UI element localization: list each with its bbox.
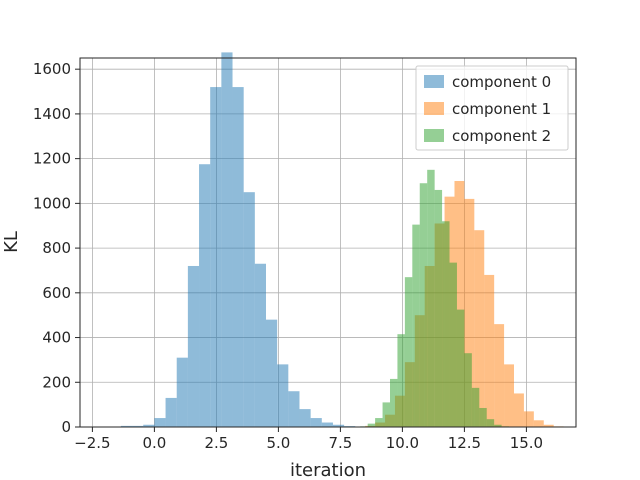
y-tick-label: 800 [42,239,71,257]
x-tick-label: 2.5 [204,434,228,452]
histogram-bar [321,422,333,427]
histogram-bar [176,357,188,427]
x-tick-label: 7.5 [328,434,352,452]
grid-lines [80,58,576,428]
histogram-bar [232,87,244,427]
histogram-bar [310,418,322,427]
histogram-bar [543,424,554,427]
histogram-bar [404,277,413,427]
histogram-bar [143,424,155,427]
histogram-bar [454,181,465,427]
histogram-bar [254,263,266,427]
histogram-bar [442,221,450,427]
histogram-bar [474,230,485,427]
x-tick-label: 0.0 [142,434,166,452]
x-axis-label: iteration [290,460,366,480]
histogram-bar [397,334,405,427]
histogram-bar [486,419,495,427]
y-tick-label: 1400 [33,105,71,123]
histogram-bar [464,198,475,427]
histogram-bar [382,402,390,427]
histogram-bars [109,52,564,428]
histogram-bar [434,189,443,427]
histogram-bar [412,224,420,427]
histogram-bar [479,407,487,427]
histogram-bar [288,391,300,427]
legend-swatch [424,75,444,88]
legend-label: component 2 [452,127,551,145]
legend-swatch [424,102,444,115]
histogram-bar [299,409,311,427]
histogram-bar [484,274,495,427]
histogram-bar [165,397,177,427]
x-tick-label: −2.5 [74,434,110,452]
histogram-bar [514,393,524,427]
y-axis-label: KL [1,231,22,253]
histogram-bar [464,353,472,427]
histogram-bar [390,378,398,427]
y-tick-label: 600 [42,284,71,302]
histogram-bar [427,169,435,427]
x-tick-label: 15.0 [510,434,543,452]
histogram-bar [471,387,480,427]
histogram-bar [154,418,166,427]
x-tick-label: 12.5 [448,434,481,452]
y-tick-label: 200 [42,373,71,391]
y-tick-label: 1000 [33,194,71,212]
legend-label: component 0 [452,73,551,91]
histogram-bar [243,192,255,427]
y-tick-label: 1600 [33,60,71,78]
x-tick-label: 5.0 [266,434,290,452]
histogram-bar [367,423,376,427]
y-tick-label: 0 [61,418,71,436]
histogram-bar [533,420,544,427]
histogram-bar [221,52,233,428]
legend: component 0 component 1 component 2 [415,65,569,151]
legend-label: component 1 [452,100,551,118]
histogram-bar [187,265,200,427]
y-tick-label: 1200 [33,150,71,168]
y-tick-label: 400 [42,329,71,347]
x-tick-label: 10.0 [386,434,419,452]
histogram-bar [504,364,514,427]
plot-frame [79,57,577,428]
legend-swatch [424,129,444,142]
histogram-bar [419,183,428,427]
legend-box [415,65,569,151]
histogram-bar [332,424,345,427]
histogram-bar [132,425,144,427]
histogram-bar [494,424,502,427]
series-2-bars [360,169,510,427]
histogram-bar [523,411,534,427]
histogram-bar [449,262,457,427]
histogram-bar [210,87,222,427]
histogram-bar [199,164,211,427]
histogram-bar [494,324,505,427]
axes: −2.5 0.0 2.5 5.0 7.5 10.0 12.5 15.0 0 200 400 600 80… [33,57,577,452]
histogram-bar [277,364,289,427]
histogram-bar [120,425,133,427]
histogram-bar [456,309,465,427]
histogram-bar [375,418,383,427]
histogram-bar [266,319,278,427]
series-0-bars [109,52,367,428]
